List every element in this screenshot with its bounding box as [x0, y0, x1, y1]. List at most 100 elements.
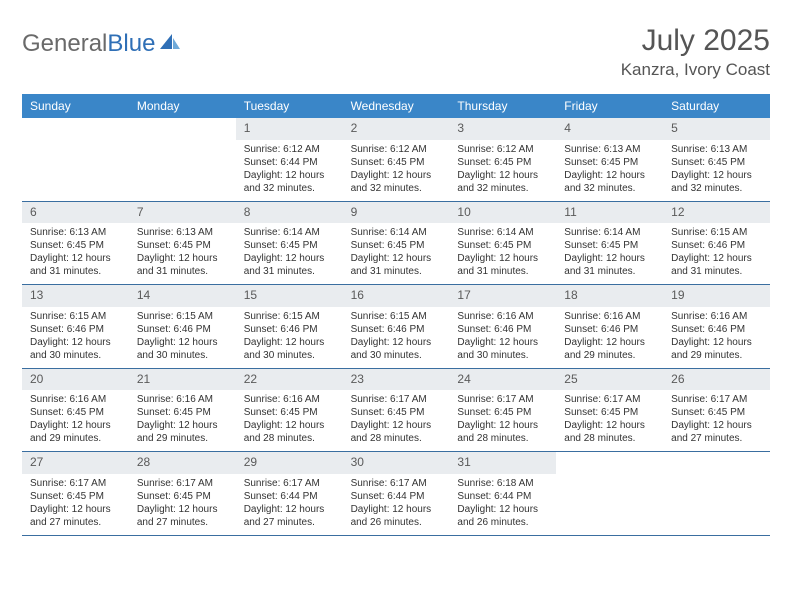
- day-line: Daylight: 12 hours: [564, 336, 655, 349]
- day-number: 17: [449, 285, 556, 307]
- day-number: 8: [236, 202, 343, 224]
- day-number: 21: [129, 369, 236, 391]
- title-block: July 2025 Kanzra, Ivory Coast: [621, 24, 770, 80]
- day-line: Daylight: 12 hours: [457, 169, 548, 182]
- day-body: Sunrise: 6:13 AMSunset: 6:45 PMDaylight:…: [663, 140, 770, 201]
- weekday-label: Thursday: [449, 94, 556, 118]
- day-body: Sunrise: 6:16 AMSunset: 6:46 PMDaylight:…: [663, 307, 770, 368]
- day-line: Sunrise: 6:13 AM: [671, 143, 762, 156]
- day-number: 22: [236, 369, 343, 391]
- day-line: Daylight: 12 hours: [30, 419, 121, 432]
- week-row: 6Sunrise: 6:13 AMSunset: 6:45 PMDaylight…: [22, 202, 770, 286]
- day-line: and 30 minutes.: [244, 349, 335, 362]
- day-line: Daylight: 12 hours: [244, 169, 335, 182]
- day-line: Daylight: 12 hours: [351, 169, 442, 182]
- day-line: Sunrise: 6:18 AM: [457, 477, 548, 490]
- day-line: Sunrise: 6:13 AM: [30, 226, 121, 239]
- day-line: and 31 minutes.: [30, 265, 121, 278]
- day-line: Sunrise: 6:16 AM: [244, 393, 335, 406]
- day-line: and 28 minutes.: [244, 432, 335, 445]
- day-cell: 1 Sunrise: 6:12 AMSunset: 6:44 PMDaylight…: [236, 118, 343, 201]
- day-line: Daylight: 12 hours: [137, 419, 228, 432]
- day-line: Sunrise: 6:15 AM: [137, 310, 228, 323]
- day-line: Daylight: 12 hours: [244, 252, 335, 265]
- day-cell: 18Sunrise: 6:16 AMSunset: 6:46 PMDayligh…: [556, 285, 663, 368]
- day-line: Sunset: 6:45 PM: [351, 239, 442, 252]
- day-line: Sunrise: 6:14 AM: [564, 226, 655, 239]
- weekday-label: Friday: [556, 94, 663, 118]
- day-line: Daylight: 12 hours: [137, 503, 228, 516]
- day-line: Sunrise: 6:14 AM: [244, 226, 335, 239]
- day-line: Sunrise: 6:17 AM: [351, 393, 442, 406]
- day-cell: 16Sunrise: 6:15 AMSunset: 6:46 PMDayligh…: [343, 285, 450, 368]
- day-line: Sunrise: 6:16 AM: [30, 393, 121, 406]
- header: GeneralBlue July 2025 Kanzra, Ivory Coas…: [22, 24, 770, 80]
- day-line: Sunrise: 6:14 AM: [457, 226, 548, 239]
- day-cell: 21 Sunrise: 6:16 AMSunset: 6:45 PMDayligh…: [129, 369, 236, 452]
- weekday-label: Tuesday: [236, 94, 343, 118]
- day-line: Sunset: 6:45 PM: [30, 239, 121, 252]
- day-line: Daylight: 12 hours: [671, 336, 762, 349]
- day-line: Daylight: 12 hours: [564, 419, 655, 432]
- weekday-label: Saturday: [663, 94, 770, 118]
- day-line: Sunset: 6:44 PM: [244, 156, 335, 169]
- day-line: and 27 minutes.: [30, 516, 121, 529]
- day-number: 12: [663, 202, 770, 224]
- day-cell: [129, 118, 236, 201]
- day-cell: 17Sunrise: 6:16 AMSunset: 6:46 PMDayligh…: [449, 285, 556, 368]
- day-cell: 24Sunrise: 6:17 AMSunset: 6:45 PMDayligh…: [449, 369, 556, 452]
- day-line: and 31 minutes.: [457, 265, 548, 278]
- day-line: Sunset: 6:45 PM: [671, 156, 762, 169]
- day-line: Daylight: 12 hours: [564, 252, 655, 265]
- day-line: Sunrise: 6:17 AM: [244, 477, 335, 490]
- day-line: and 32 minutes.: [457, 182, 548, 195]
- day-number: 11: [556, 202, 663, 224]
- day-body: Sunrise: 6:12 AMSunset: 6:45 PMDaylight:…: [343, 140, 450, 201]
- day-line: Sunset: 6:46 PM: [244, 323, 335, 336]
- weeks-container: 1Sunrise: 6:12 AMSunset: 6:44 PMDaylight…: [22, 118, 770, 536]
- day-body: Sunrise: 6:13 AMSunset: 6:45 PMDaylight:…: [129, 223, 236, 284]
- week-row: 27Sunrise: 6:17 AMSunset: 6:45 PMDayligh…: [22, 452, 770, 536]
- day-line: Daylight: 12 hours: [30, 503, 121, 516]
- day-line: and 31 minutes.: [351, 265, 442, 278]
- day-line: Sunrise: 6:12 AM: [244, 143, 335, 156]
- location-label: Kanzra, Ivory Coast: [621, 60, 770, 80]
- day-line: Daylight: 12 hours: [671, 419, 762, 432]
- day-line: Sunrise: 6:16 AM: [137, 393, 228, 406]
- day-line: and 27 minutes.: [137, 516, 228, 529]
- day-line: Sunrise: 6:17 AM: [671, 393, 762, 406]
- day-number: 1: [236, 118, 343, 140]
- day-line: Sunrise: 6:13 AM: [564, 143, 655, 156]
- day-line: Sunset: 6:45 PM: [457, 406, 548, 419]
- day-body: Sunrise: 6:16 AMSunset: 6:46 PMDaylight:…: [556, 307, 663, 368]
- day-line: Daylight: 12 hours: [351, 252, 442, 265]
- day-line: Sunrise: 6:15 AM: [30, 310, 121, 323]
- day-line: Sunset: 6:46 PM: [671, 323, 762, 336]
- day-line: Sunset: 6:45 PM: [457, 156, 548, 169]
- day-line: Sunset: 6:46 PM: [30, 323, 121, 336]
- day-line: Sunrise: 6:16 AM: [564, 310, 655, 323]
- day-line: Sunset: 6:45 PM: [244, 239, 335, 252]
- day-body: Sunrise: 6:14 AMSunset: 6:45 PMDaylight:…: [449, 223, 556, 284]
- day-line: and 32 minutes.: [244, 182, 335, 195]
- day-number: 5: [663, 118, 770, 140]
- day-body: Sunrise: 6:18 AMSunset: 6:44 PMDaylight:…: [449, 474, 556, 535]
- day-cell: 27Sunrise: 6:17 AMSunset: 6:45 PMDayligh…: [22, 452, 129, 535]
- day-body: Sunrise: 6:17 AMSunset: 6:45 PMDaylight:…: [663, 390, 770, 451]
- day-number: 25: [556, 369, 663, 391]
- day-number: 18: [556, 285, 663, 307]
- day-line: Sunrise: 6:17 AM: [30, 477, 121, 490]
- day-line: and 26 minutes.: [457, 516, 548, 529]
- day-body: Sunrise: 6:15 AMSunset: 6:46 PMDaylight:…: [343, 307, 450, 368]
- day-line: Sunset: 6:45 PM: [351, 406, 442, 419]
- day-line: Daylight: 12 hours: [351, 419, 442, 432]
- day-line: Sunset: 6:45 PM: [564, 239, 655, 252]
- day-line: and 28 minutes.: [351, 432, 442, 445]
- day-cell: 26Sunrise: 6:17 AMSunset: 6:45 PMDayligh…: [663, 369, 770, 452]
- day-cell: 2Sunrise: 6:12 AMSunset: 6:45 PMDaylight…: [343, 118, 450, 201]
- day-line: and 29 minutes.: [137, 432, 228, 445]
- day-line: Daylight: 12 hours: [457, 503, 548, 516]
- day-line: Sunset: 6:45 PM: [564, 156, 655, 169]
- day-cell: 20Sunrise: 6:16 AMSunset: 6:45 PMDayligh…: [22, 369, 129, 452]
- day-line: Sunset: 6:45 PM: [137, 406, 228, 419]
